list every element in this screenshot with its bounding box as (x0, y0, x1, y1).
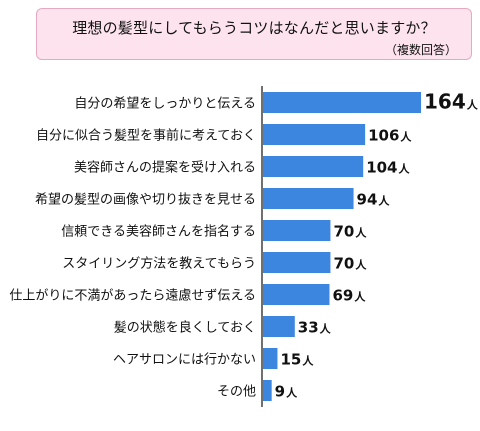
data-label: 70人 (333, 223, 367, 241)
category-label: 希望の髪型の画像や切り抜きを見せる (35, 192, 256, 208)
data-label: 164人 (424, 90, 479, 114)
bar (263, 124, 366, 145)
bar (263, 380, 272, 401)
category-label: 髪の状態を良くしておく (114, 320, 256, 336)
category-label: その他 (217, 385, 256, 400)
category-label: ヘアサロンには行かない (113, 353, 256, 368)
category-label: スタイリング方法を教えてもらう (62, 256, 256, 272)
data-label: 106人 (368, 127, 412, 145)
bar (263, 252, 331, 273)
title-box: 理想の髪型にしてもらうコツはなんだと思いますか？ （複数回答） (36, 8, 472, 60)
category-label: 仕上がりに不満があったら遠慮せず伝える (9, 289, 256, 304)
bar (263, 220, 331, 241)
bar (263, 92, 421, 113)
category-label: 自分に似合う髪型を事前に考えておく (36, 128, 256, 144)
bar (263, 156, 364, 177)
bar (263, 284, 330, 305)
chart-title: 理想の髪型にしてもらうコツはなんだと思いますか？ (72, 19, 436, 37)
data-label: 9人 (275, 383, 298, 401)
category-label: 信頼できる美容師さんを指名する (61, 224, 256, 240)
chart-subtitle: （複数回答） (384, 43, 457, 57)
category-label: 自分の希望をしっかりと伝える (74, 96, 256, 112)
bar (263, 188, 354, 209)
bar (263, 348, 278, 369)
data-label: 69人 (332, 287, 366, 305)
data-label: 70人 (333, 255, 367, 273)
data-label: 33人 (298, 319, 332, 337)
data-label: 15人 (280, 351, 314, 369)
data-label: 104人 (366, 159, 410, 177)
bar (263, 316, 295, 337)
data-label: 94人 (357, 191, 391, 209)
category-label: 美容師さんの提案を受け入れる (74, 160, 256, 176)
